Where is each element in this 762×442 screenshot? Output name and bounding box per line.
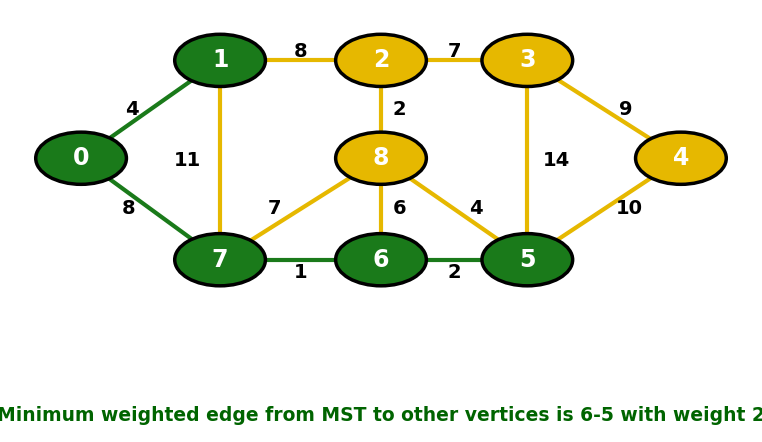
Text: 4: 4 bbox=[469, 199, 483, 218]
Text: 1: 1 bbox=[293, 263, 307, 282]
Text: 10: 10 bbox=[616, 199, 643, 218]
Text: 14: 14 bbox=[543, 151, 570, 170]
Text: 7: 7 bbox=[447, 42, 461, 61]
Ellipse shape bbox=[636, 132, 726, 184]
Ellipse shape bbox=[36, 132, 126, 184]
Ellipse shape bbox=[174, 234, 265, 286]
Ellipse shape bbox=[335, 132, 427, 184]
Text: 11: 11 bbox=[174, 151, 200, 170]
Text: 2: 2 bbox=[447, 263, 461, 282]
Text: 8: 8 bbox=[293, 42, 307, 61]
Text: 0: 0 bbox=[73, 146, 89, 170]
Text: 1: 1 bbox=[212, 48, 229, 72]
Text: 5: 5 bbox=[519, 248, 536, 272]
Text: Minimum weighted edge from MST to other vertices is 6-5 with weight 2: Minimum weighted edge from MST to other … bbox=[0, 406, 762, 425]
Text: 6: 6 bbox=[373, 248, 389, 272]
Ellipse shape bbox=[335, 234, 427, 286]
Text: 9: 9 bbox=[620, 100, 632, 119]
Text: 7: 7 bbox=[212, 248, 229, 272]
Text: 4: 4 bbox=[126, 100, 139, 119]
Ellipse shape bbox=[482, 234, 573, 286]
Ellipse shape bbox=[174, 34, 265, 87]
Text: 4: 4 bbox=[673, 146, 689, 170]
Text: 6: 6 bbox=[392, 199, 406, 218]
Text: 2: 2 bbox=[373, 48, 389, 72]
Ellipse shape bbox=[335, 34, 427, 87]
Text: 2: 2 bbox=[392, 100, 406, 119]
Ellipse shape bbox=[482, 34, 573, 87]
Text: 3: 3 bbox=[519, 48, 536, 72]
Text: 8: 8 bbox=[373, 146, 389, 170]
Text: 8: 8 bbox=[122, 199, 136, 218]
Text: 7: 7 bbox=[268, 199, 282, 218]
